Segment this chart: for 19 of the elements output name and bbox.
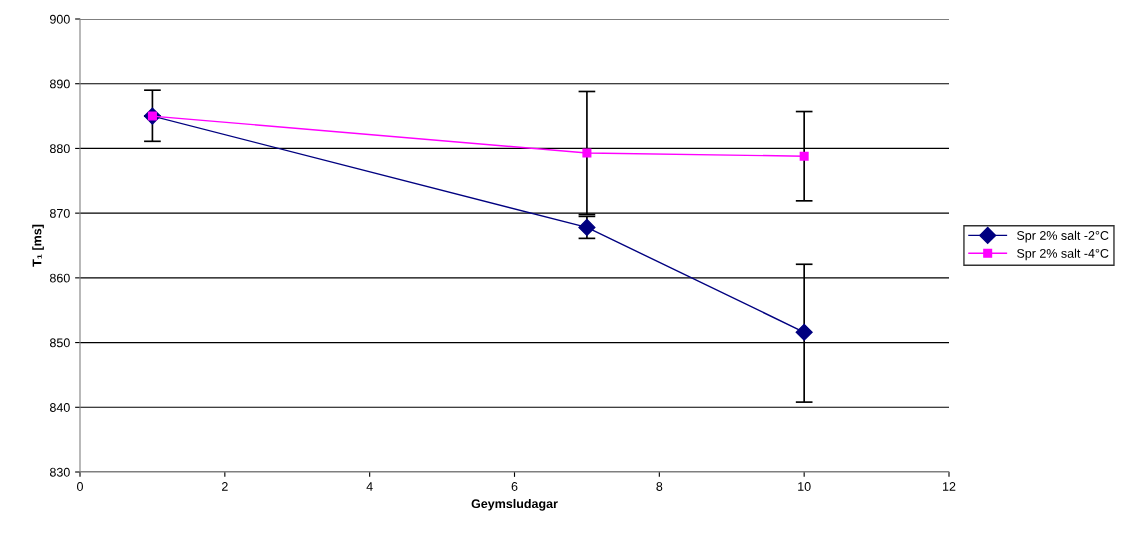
y-tick-label: 880 [49, 144, 70, 154]
x-tick-label: 2 [221, 482, 228, 491]
y-tick-label: 890 [49, 79, 70, 89]
legend-label: Spr 2% salt -2°C [1017, 230, 1109, 243]
y-tick-label: 850 [49, 338, 70, 348]
y-tick-label: 860 [49, 273, 70, 283]
x-tick-label: 6 [511, 482, 518, 491]
y-tick-label: 840 [49, 403, 70, 412]
y-axis-title: T₁ [ms] [32, 224, 44, 267]
x-axis-title: Geymsludagar [471, 498, 558, 511]
x-tick-label: 8 [656, 482, 663, 491]
x-tick-label: 4 [366, 482, 373, 491]
x-tick-label: 0 [77, 482, 83, 491]
x-tick-label: 10 [798, 482, 811, 491]
legend-label: Spr 2% salt -4°C [1017, 248, 1109, 261]
y-tick-label: 900 [50, 14, 70, 24]
x-tick-label: 12 [943, 482, 956, 491]
y-tick-label: 870 [49, 208, 70, 218]
y-tick-label: 830 [49, 467, 70, 477]
